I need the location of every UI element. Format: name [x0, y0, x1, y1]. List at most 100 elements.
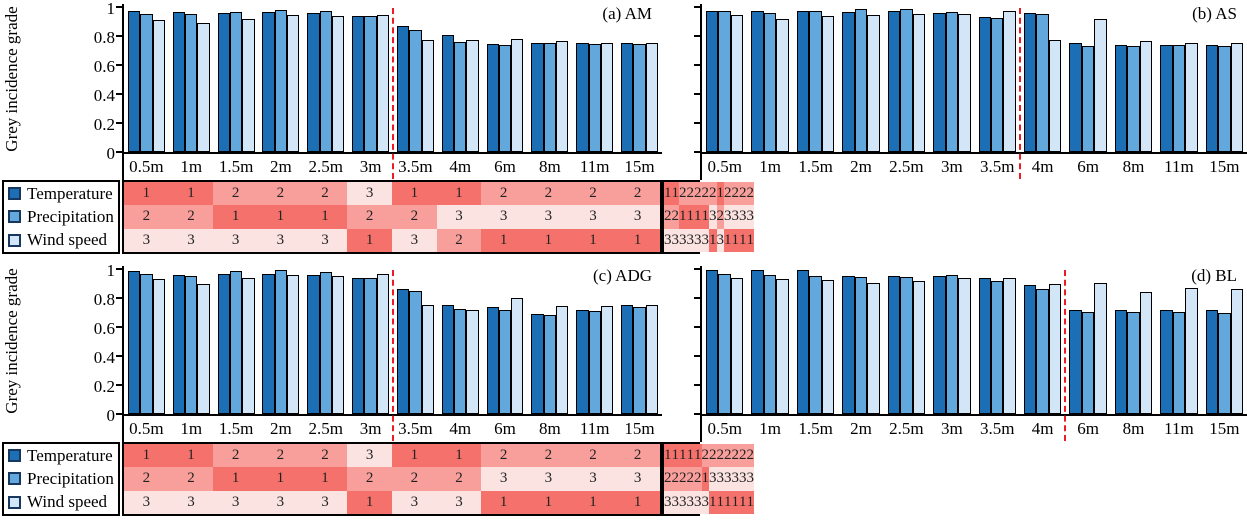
rank-cell: 3 — [686, 490, 694, 514]
rank-cell: 1 — [168, 444, 214, 468]
bar-wind-speed — [556, 41, 569, 152]
bar-group — [214, 266, 259, 414]
rank-cell: 1 — [481, 490, 526, 514]
panel-label: (a) AM — [602, 4, 652, 23]
bar-temperature — [307, 13, 320, 152]
rank-cell: 1 — [213, 467, 258, 491]
bar-wind-speed — [730, 278, 744, 414]
rank-cell: 2 — [168, 467, 214, 491]
y-tick-label: 0.6 — [93, 319, 115, 338]
rank-cell: 2 — [302, 182, 348, 206]
rank-cell: 2 — [731, 444, 739, 468]
rank-cell: 3 — [671, 490, 679, 514]
rank-cell: 2 — [716, 205, 724, 229]
bar-group — [702, 4, 747, 152]
rank-cell: 1 — [436, 182, 482, 206]
rank-cell: 1 — [739, 228, 747, 252]
rank-cell: 1 — [213, 205, 258, 229]
bar-precipitation — [763, 13, 777, 152]
rank-cell: 1 — [347, 490, 392, 514]
bar-precipitation — [1218, 46, 1231, 152]
bar-group — [258, 4, 303, 152]
x-axis-label: 2m — [270, 157, 292, 176]
y-axis-area: Grey incidence grade 0 0.2 0.4 0.6 0.8 1 — [0, 0, 122, 162]
bar-temperature — [1114, 45, 1128, 152]
rank-cell: 3 — [615, 467, 660, 491]
rank-cell: 2 — [664, 205, 672, 229]
rank-cell: 3 — [716, 467, 724, 491]
threshold-dashed-line — [392, 270, 394, 441]
rank-cell: 2 — [213, 444, 258, 468]
bar-wind-speed — [776, 279, 789, 414]
bar-precipitation — [1036, 14, 1049, 152]
x-axis-label: 2.5m — [308, 419, 343, 438]
rank-cell: 2 — [436, 467, 482, 491]
rank-cell: 1 — [436, 444, 482, 468]
panel-d: (d) BL 0.5m 1m 1.5m 2m 2.5m 3m 3.5m 4m 6m 8m 11m 15… — [662, 266, 1247, 516]
bar-group — [169, 266, 214, 414]
x-axis-label: 15m — [624, 419, 655, 438]
rank-cell: 3 — [302, 228, 348, 252]
bar-group — [527, 4, 572, 152]
y-axis-area: Grey incidence grade 0 0.2 0.4 0.6 0.8 1 — [0, 262, 122, 424]
rank-cell: 1 — [746, 490, 754, 514]
bar-temperature — [396, 289, 410, 414]
rank-cell: 1 — [302, 467, 348, 491]
rank-cell: 2 — [746, 182, 754, 206]
x-axis-label: 1.5m — [798, 419, 833, 438]
bar-temperature — [1069, 43, 1082, 152]
bar-group — [838, 4, 883, 152]
bar-temperature — [1023, 13, 1037, 152]
rank-cell: 3 — [731, 205, 739, 229]
bar-temperature — [842, 276, 855, 414]
bar-precipitation — [991, 281, 1004, 414]
bar-chart: (a) AM — [116, 4, 662, 179]
bar-wind-speed — [645, 43, 658, 152]
bar-group — [1111, 266, 1156, 414]
y-axis-tick — [116, 268, 124, 270]
bar-wind-speed — [1048, 40, 1062, 152]
x-axis-label: 3m — [940, 419, 963, 438]
x-axis-label: 6m — [1077, 419, 1099, 438]
bar-wind-speed — [1230, 43, 1244, 152]
bar-precipitation — [1172, 45, 1186, 152]
bar-wind-speed — [821, 280, 835, 414]
legend-label: Wind speed — [27, 492, 108, 512]
bar-wind-speed — [197, 284, 210, 414]
rank-cell: 2 — [213, 182, 258, 206]
bar-temperature — [1160, 310, 1173, 414]
legend-row: Wind speed — [8, 491, 118, 514]
bar-precipitation — [319, 272, 332, 414]
gutter-spacer — [662, 416, 700, 442]
rank-cell: 3 — [213, 228, 258, 252]
rank-cell: 2 — [739, 444, 747, 468]
bar-precipitation — [854, 277, 868, 414]
bar-precipitation — [543, 43, 557, 152]
y-axis-tick — [116, 6, 124, 8]
rank-cell: 2 — [694, 182, 702, 206]
rank-cell: 1 — [258, 205, 303, 229]
y-tick-label: 1 — [106, 0, 116, 18]
bar-wind-speed — [376, 274, 389, 414]
bar-temperature — [307, 275, 320, 414]
x-axis-label: 8m — [1122, 419, 1145, 438]
bar-group — [483, 4, 528, 152]
bar-wind-speed — [287, 15, 300, 152]
x-axis-label: 1.5m — [218, 419, 254, 438]
bar-precipitation — [809, 276, 822, 414]
bar-group — [793, 266, 838, 414]
bar-wind-speed — [466, 40, 479, 152]
x-axis-label: 1.5m — [798, 157, 833, 176]
rank-cell: 3 — [392, 228, 437, 252]
x-axis-label: 3.5m — [980, 419, 1015, 438]
bar-temperature — [352, 16, 365, 152]
rank-cell: 1 — [124, 182, 169, 206]
bar-precipitation — [633, 307, 646, 414]
rank-cell: 2 — [347, 467, 392, 491]
bar-wind-speed — [958, 14, 971, 152]
bar-temperature — [887, 276, 901, 414]
bar-precipitation — [718, 274, 731, 414]
rank-cell: 3 — [671, 228, 679, 252]
x-axis-label: 8m — [1122, 157, 1145, 176]
